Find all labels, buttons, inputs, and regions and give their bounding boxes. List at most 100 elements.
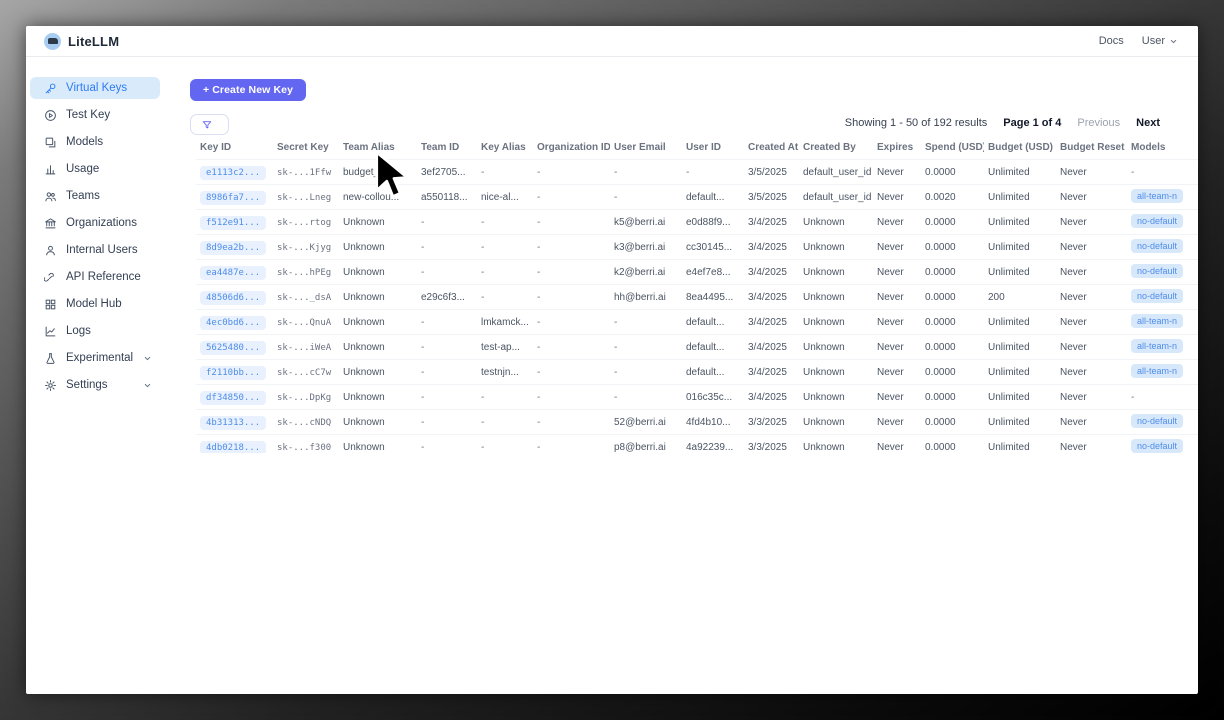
key-id-chip[interactable]: f2110bb... bbox=[200, 365, 267, 380]
create-new-key-button[interactable]: + Create New Key bbox=[190, 79, 307, 101]
cell-budget-usd: Unlimited bbox=[984, 409, 1056, 435]
cell-budget-reset: Never bbox=[1056, 409, 1127, 435]
sidebar-item-virtual-keys[interactable]: Virtual Keys bbox=[30, 77, 160, 99]
cell-team-id: - bbox=[417, 309, 477, 335]
cell-spend-usd: 0.0000 bbox=[921, 284, 984, 310]
cell-team-id: 3ef2705... bbox=[417, 159, 477, 185]
table-row: df34850... sk-...DpKg Unknown - - - -016c35c..… bbox=[196, 384, 1198, 410]
column-header-user-email: User Email bbox=[614, 142, 666, 153]
key-id-chip[interactable]: f512e91... bbox=[200, 215, 267, 230]
sidebar-item-model-hub[interactable]: Model Hub bbox=[30, 293, 160, 315]
key-id-chip[interactable]: 4db0218... bbox=[200, 440, 267, 453]
cell-budget-usd: Unlimited bbox=[984, 434, 1056, 453]
cell-key-alias: - bbox=[477, 209, 533, 235]
sidebar-item-teams[interactable]: Teams bbox=[30, 185, 160, 207]
models-chip: no-default bbox=[1131, 288, 1184, 303]
top-bar: LiteLLM Docs User bbox=[26, 26, 1198, 57]
cell-budget-usd: Unlimited bbox=[984, 334, 1056, 360]
cell-budget-reset: Never bbox=[1056, 234, 1127, 260]
cell-spend-usd: 0.0000 bbox=[921, 209, 984, 235]
sidebar-item-label: API Reference bbox=[66, 271, 141, 283]
table-row: 4ec0bd6... sk-...QnuA Unknown - lmkamck... - -… bbox=[196, 309, 1198, 335]
cell-organization-id: - bbox=[533, 259, 610, 285]
secret-key-value: sk-...rtog bbox=[277, 217, 332, 228]
cell-created-at: 3/4/2025 bbox=[744, 334, 799, 360]
secret-key-value: sk-...1Ffw bbox=[277, 167, 332, 178]
previous-page-button[interactable]: Previous bbox=[1077, 117, 1121, 129]
table-row: 5625480... sk-...iWeA Unknown - test-ap... - -… bbox=[196, 334, 1198, 360]
cell-user-id: e0d88f9... bbox=[682, 209, 744, 235]
cell-expires: Never bbox=[873, 259, 921, 285]
next-page-button[interactable]: Next bbox=[1136, 117, 1160, 129]
table-body: e1113c2... sk-...1Ffw budget_tea... 3ef2705… bbox=[196, 159, 1198, 453]
column-header-models: Models bbox=[1131, 142, 1166, 153]
cell-created-by: Unknown bbox=[799, 209, 873, 235]
cell-spend-usd: 0.0000 bbox=[921, 159, 984, 185]
user-menu[interactable]: User bbox=[1142, 35, 1178, 47]
key-id-chip[interactable]: 48506d6... bbox=[200, 290, 267, 305]
brand-name: LiteLLM bbox=[68, 33, 120, 49]
column-header-created-by: Created By bbox=[803, 142, 856, 153]
column-header-key-alias: Key Alias bbox=[481, 142, 526, 153]
sidebar-item-test-key[interactable]: Test Key bbox=[30, 104, 160, 126]
key-id-chip[interactable]: 8d9ea2b... bbox=[200, 240, 267, 255]
cell-user-id: default... bbox=[682, 309, 744, 335]
key-id-chip[interactable]: 4b31313... bbox=[200, 415, 267, 430]
key-id-chip[interactable]: 4ec0bd6... bbox=[200, 315, 267, 330]
cell-budget-reset: Never bbox=[1056, 359, 1127, 385]
cell-team-alias: Unknown bbox=[339, 259, 417, 285]
cell-key-alias: testnjn... bbox=[477, 359, 533, 385]
cell-organization-id: - bbox=[533, 234, 610, 260]
sidebar-item-settings[interactable]: Settings bbox=[30, 374, 160, 396]
sidebar-item-models[interactable]: Models bbox=[30, 131, 160, 153]
sidebar-item-organizations[interactable]: Organizations bbox=[30, 212, 160, 234]
key-id-chip[interactable]: 8986fa7... bbox=[200, 190, 267, 205]
cell-budget-usd: Unlimited bbox=[984, 384, 1056, 410]
keys-table-container: Key ID Secret Key Team Alias Team ID Key Ali… bbox=[196, 140, 1198, 453]
user-menu-label: User bbox=[1141, 35, 1165, 47]
cell-created-by: default_user_id bbox=[799, 184, 873, 210]
sidebar-item-api-reference[interactable]: API Reference bbox=[30, 266, 160, 288]
sidebar-item-experimental[interactable]: Experimental bbox=[30, 347, 160, 369]
cell-budget-usd: Unlimited bbox=[984, 209, 1056, 235]
cell-organization-id: - bbox=[533, 359, 610, 385]
sidebar-item-usage[interactable]: Usage bbox=[30, 158, 160, 180]
sidebar-item-label: Model Hub bbox=[66, 298, 122, 310]
key-id-chip[interactable]: e1113c2... bbox=[200, 165, 267, 180]
cell-key-alias: - bbox=[477, 434, 533, 453]
models-chip: no-default bbox=[1131, 413, 1184, 428]
cell-team-alias: Unknown bbox=[339, 234, 417, 260]
sidebar-item-internal-users[interactable]: Internal Users bbox=[30, 239, 160, 261]
cell-team-id: - bbox=[417, 334, 477, 360]
key-id-chip[interactable]: 5625480... bbox=[200, 340, 267, 355]
key-id-chip[interactable]: df34850... bbox=[200, 390, 267, 405]
column-header-spend-usd: Spend (USD) bbox=[925, 142, 984, 153]
cell-budget-usd: Unlimited bbox=[984, 234, 1056, 260]
key-icon bbox=[44, 82, 57, 95]
table-row: 4db0218... sk-...f300 Unknown - - - p8@berri.a… bbox=[196, 434, 1198, 453]
cell-created-by: Unknown bbox=[799, 384, 873, 410]
sidebar-item-logs[interactable]: Logs bbox=[30, 320, 160, 342]
cell-created-at: 3/3/2025 bbox=[744, 434, 799, 453]
cell-budget-usd: 200 bbox=[984, 284, 1056, 310]
cell-user-email: k5@berri.ai bbox=[610, 209, 682, 235]
cell-key-alias: lmkamck... bbox=[477, 309, 533, 335]
filter-button[interactable] bbox=[190, 114, 229, 135]
litellm-logo-icon bbox=[44, 32, 61, 50]
gear-icon bbox=[44, 379, 57, 392]
cell-budget-reset: Never bbox=[1056, 184, 1127, 210]
sidebar-item-label: Virtual Keys bbox=[66, 82, 128, 94]
pagination: Showing 1 - 50 of 192 results Page 1 of … bbox=[845, 117, 1160, 129]
docs-link[interactable]: Docs bbox=[1098, 35, 1124, 47]
cell-expires: Never bbox=[873, 309, 921, 335]
cell-team-alias: budget_tea... bbox=[339, 159, 417, 185]
cell-key-alias: - bbox=[477, 384, 533, 410]
cell-created-at: 3/4/2025 bbox=[744, 284, 799, 310]
cell-created-by: Unknown bbox=[799, 309, 873, 335]
cell-created-at: 3/5/2025 bbox=[744, 184, 799, 210]
sidebar-item-label: Models bbox=[66, 136, 104, 148]
key-id-chip[interactable]: ea4487e... bbox=[200, 265, 267, 280]
models-chip: all-team-n bbox=[1131, 188, 1184, 203]
cell-key-alias: - bbox=[477, 284, 533, 310]
block-icon bbox=[44, 136, 57, 149]
